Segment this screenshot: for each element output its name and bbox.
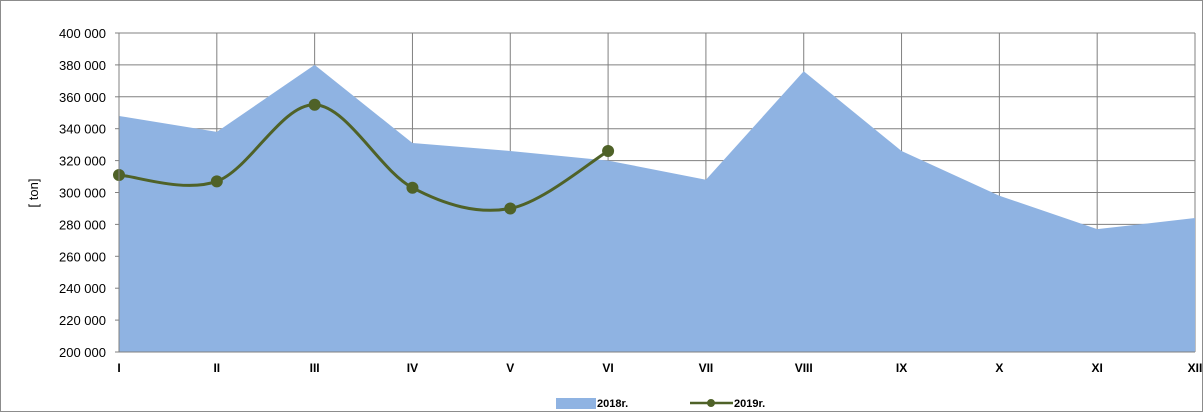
line-series-2019 [118,103,609,212]
x-tick-label: XII [1188,361,1203,375]
legend: 2018r. 2019r. [556,398,765,410]
y-tick-label: 340 000 [59,122,106,137]
y-tick-label: 360 000 [59,90,106,105]
point-2019 [602,145,615,158]
x-tick-label: II [213,361,220,375]
y-tick-label: 200 000 [59,345,106,360]
x-tick-label: VII [699,361,714,375]
point-2019 [308,98,321,111]
legend-marker-2019 [707,399,715,407]
y-tick-label: 400 000 [59,26,106,41]
area-layer [119,64,1195,353]
x-tick-label: I [117,361,120,375]
y-tick-label: 260 000 [59,249,106,264]
x-tick-label: IV [407,361,418,375]
x-tick-label: V [506,361,514,375]
x-tick-label: IX [896,361,907,375]
x-tick-label: III [310,361,320,375]
point-2019 [406,181,419,194]
y-tick-label: 380 000 [59,58,106,73]
legend-label-2019: 2019r. [734,398,765,410]
x-tick-label: VIII [795,361,813,375]
x-tick-label: X [995,361,1003,375]
y-tick-label: 320 000 [59,154,106,169]
legend-swatch-2018 [556,398,596,409]
y-tick-label: 220 000 [59,313,106,328]
point-2019 [210,175,223,188]
line-layer [113,98,615,215]
y-tick-label: 280 000 [59,217,106,232]
x-tick-label: XI [1092,361,1103,375]
point-2019 [504,202,517,215]
x-tick-label: VI [602,361,613,375]
axis-layer: 200 000 220 000 240 000 260 000 280 000 300 0… [59,26,1202,375]
y-axis-label: [ ton] [26,179,41,208]
area-series-2018 [119,64,1195,353]
y-tick-label: 240 000 [59,281,106,296]
legend-label-2018: 2018r. [597,398,628,410]
y-tick-label: 300 000 [59,186,106,201]
